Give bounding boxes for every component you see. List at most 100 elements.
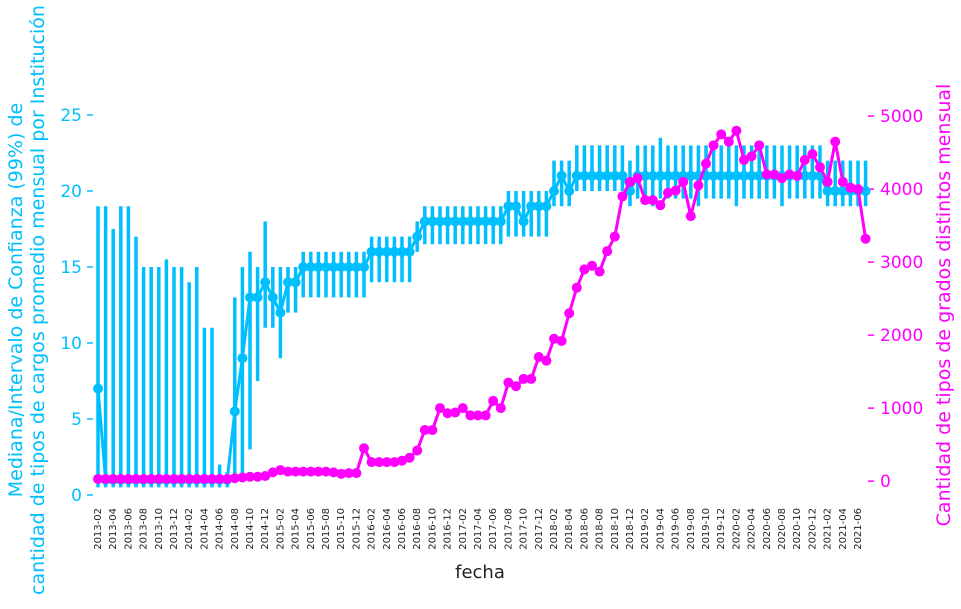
- x-tick-label: 2018-08: [595, 508, 606, 550]
- point: [374, 246, 385, 257]
- x-tick-label: 2013-10: [154, 508, 165, 550]
- y2-tick-label: 1000: [880, 399, 923, 419]
- point: [267, 292, 278, 303]
- point: [754, 170, 765, 181]
- point: [526, 373, 537, 384]
- point: [343, 468, 354, 479]
- x-tick-label: 2015-08: [321, 508, 332, 550]
- y-axis-label-line: cantidad de tipos de cargos promedio men…: [27, 5, 49, 595]
- point: [465, 410, 476, 421]
- point: [480, 410, 491, 421]
- point: [830, 186, 841, 196]
- point: [252, 292, 263, 303]
- point: [381, 457, 392, 468]
- point: [632, 173, 643, 184]
- point: [321, 466, 331, 477]
- y-tick-label: 15: [60, 258, 82, 278]
- point: [374, 457, 385, 468]
- point: [693, 180, 704, 191]
- point: [245, 292, 255, 303]
- point: [670, 185, 681, 196]
- x-tick-label: 2019-12: [716, 508, 727, 550]
- point: [716, 129, 727, 140]
- point: [252, 471, 263, 482]
- point: [511, 201, 521, 212]
- x-tick-label: 2020-02: [731, 508, 742, 550]
- point: [503, 201, 514, 212]
- x-tick-label: 2017-12: [534, 508, 545, 550]
- point: [93, 383, 103, 394]
- point: [761, 169, 772, 180]
- point: [701, 158, 711, 169]
- point: [229, 473, 240, 484]
- x-axis-label: fecha: [455, 562, 505, 583]
- point: [822, 176, 833, 187]
- point: [305, 262, 316, 272]
- x-tick-label: 2019-10: [701, 508, 712, 550]
- point: [290, 277, 301, 288]
- point: [518, 373, 529, 384]
- point: [283, 277, 293, 288]
- x-tick-label: 2019-02: [640, 508, 651, 550]
- point: [594, 170, 605, 181]
- y2-tick-label: 5000: [880, 107, 923, 127]
- point: [146, 473, 157, 484]
- point: [199, 473, 210, 484]
- point: [533, 201, 544, 212]
- point: [397, 246, 407, 257]
- point: [191, 473, 202, 484]
- point: [571, 282, 582, 293]
- point: [769, 169, 780, 180]
- x-tick-label: 2013-08: [139, 508, 150, 550]
- x-tick-label: 2018-06: [579, 508, 590, 550]
- point: [579, 170, 590, 181]
- x-tick-label: 2015-12: [351, 508, 362, 550]
- point: [260, 277, 271, 288]
- point: [412, 445, 423, 456]
- x-tick-label: 2016-10: [427, 508, 438, 550]
- point: [404, 246, 415, 257]
- point: [404, 452, 415, 463]
- point: [275, 307, 286, 318]
- x-tick-label: 2013-04: [108, 508, 119, 550]
- x-tick-label: 2020-08: [777, 508, 788, 550]
- point: [731, 170, 742, 181]
- point: [343, 262, 354, 272]
- point: [351, 468, 362, 479]
- x-tick-label: 2014-10: [245, 508, 256, 550]
- point: [594, 266, 605, 277]
- point: [837, 186, 848, 196]
- point: [366, 246, 377, 257]
- x-tick-label: 2017-08: [503, 508, 514, 550]
- point: [571, 170, 582, 181]
- x-tick-label: 2016-12: [443, 508, 454, 550]
- point: [93, 473, 103, 484]
- point: [495, 216, 506, 227]
- point: [723, 170, 734, 181]
- point: [267, 467, 278, 478]
- point: [723, 136, 734, 147]
- x-tick-label: 2013-12: [169, 508, 180, 550]
- x-tick-label: 2018-12: [625, 508, 636, 550]
- point: [754, 140, 765, 151]
- point: [229, 406, 240, 417]
- point: [184, 473, 195, 484]
- point: [587, 260, 597, 271]
- point: [541, 201, 552, 212]
- point: [359, 443, 369, 454]
- point: [716, 170, 727, 181]
- point: [815, 162, 825, 173]
- point: [746, 170, 757, 181]
- point: [169, 473, 179, 484]
- point: [457, 403, 468, 414]
- point: [473, 410, 483, 421]
- point: [853, 184, 863, 195]
- point: [511, 381, 521, 392]
- point: [488, 395, 499, 406]
- point: [807, 170, 818, 181]
- point: [450, 216, 461, 227]
- point: [427, 425, 438, 436]
- point: [359, 262, 369, 272]
- point: [640, 170, 651, 181]
- point: [313, 262, 324, 272]
